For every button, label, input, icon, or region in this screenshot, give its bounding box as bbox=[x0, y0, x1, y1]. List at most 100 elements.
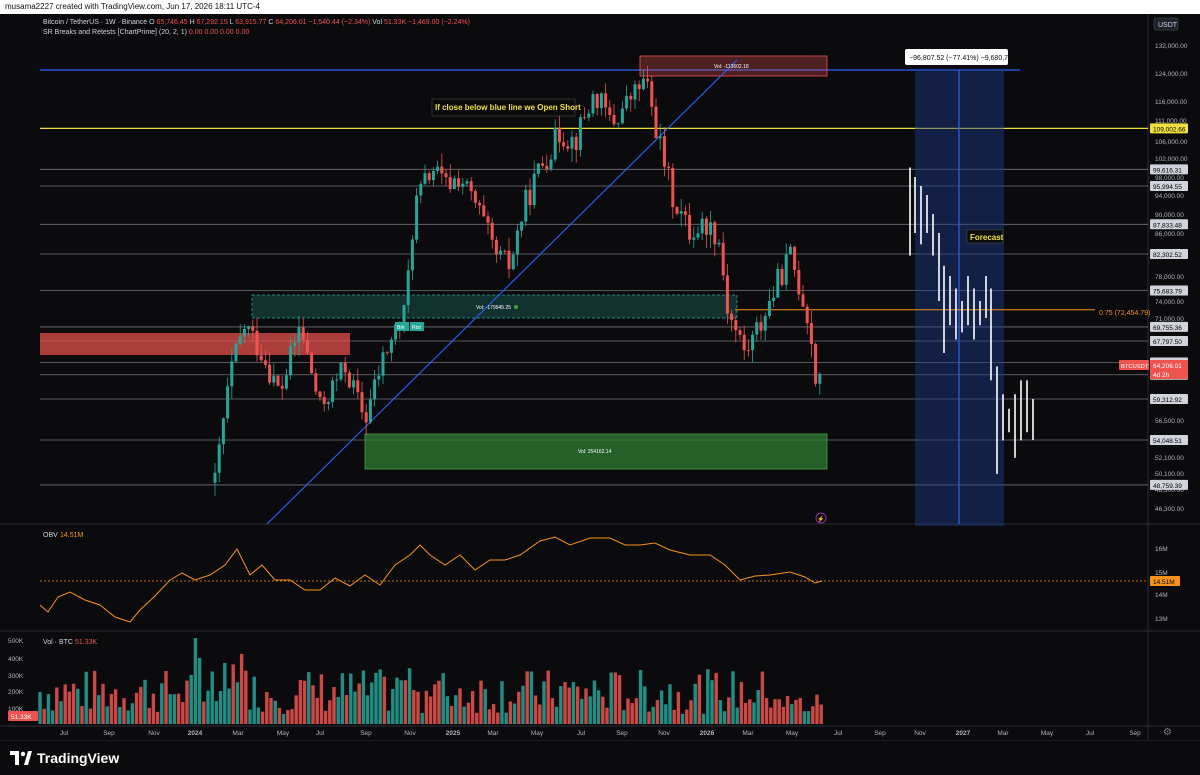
candle-body bbox=[305, 340, 309, 353]
volume-bar bbox=[781, 706, 786, 724]
legend-group: Bitcoin / TetherUS · 1W · Binance O 65,7… bbox=[43, 19, 470, 36]
volume-zone-bottom bbox=[364, 433, 828, 470]
currency-box[interactable] bbox=[1153, 17, 1179, 31]
candle-body bbox=[255, 330, 259, 356]
volume-bar bbox=[428, 696, 433, 724]
candle-body bbox=[755, 322, 759, 335]
candle-body bbox=[507, 250, 511, 270]
volume-bar bbox=[71, 683, 76, 724]
obv-tick-label: 14M bbox=[1155, 592, 1168, 599]
time-tick-label: 2027 bbox=[956, 730, 971, 737]
candle-body bbox=[709, 222, 713, 235]
legend-part: 67,292.15 bbox=[197, 19, 230, 26]
volume-bar bbox=[508, 701, 513, 724]
candle-body bbox=[263, 360, 267, 365]
candle-body bbox=[801, 294, 805, 307]
volume-bar bbox=[76, 688, 80, 724]
volume-bar bbox=[491, 703, 496, 724]
price-tick-label: 56,500.00 bbox=[1155, 418, 1184, 425]
volume-bar bbox=[731, 671, 735, 724]
legend-part: H bbox=[190, 19, 197, 26]
volume-bar bbox=[109, 693, 114, 724]
forecast-text: Forecast bbox=[970, 233, 1004, 242]
volume-bar bbox=[693, 683, 697, 724]
volume-bar bbox=[575, 686, 580, 724]
candle-body bbox=[289, 346, 293, 376]
candle-body bbox=[633, 84, 637, 100]
volume-title: Vol · BTC bbox=[43, 639, 73, 646]
candle-body bbox=[486, 216, 490, 223]
candle-body bbox=[339, 362, 343, 380]
vol-mid-label: Vol: -179945.25 bbox=[476, 305, 511, 311]
volume-bar bbox=[777, 699, 781, 724]
volume-bar bbox=[302, 680, 307, 724]
volume-bar bbox=[210, 671, 214, 724]
candle-body bbox=[221, 418, 225, 445]
volume-value: 51.33K bbox=[75, 639, 98, 646]
candle-body bbox=[599, 93, 603, 109]
candle-body bbox=[528, 189, 532, 206]
level-tag-text: 59,312.92 bbox=[1153, 397, 1182, 404]
volume-bar bbox=[743, 702, 748, 724]
candle-body bbox=[662, 136, 666, 167]
indicator-value: 0.00 bbox=[189, 29, 205, 36]
candle-body bbox=[478, 202, 482, 206]
settings-gear-icon[interactable]: ⚙ bbox=[1163, 727, 1172, 738]
volume-bar bbox=[567, 687, 571, 724]
volume-bar bbox=[122, 698, 126, 724]
short-note-box bbox=[431, 98, 576, 117]
obv-tick-label: 16M bbox=[1155, 546, 1168, 553]
volume-bar bbox=[172, 694, 177, 724]
volume-bar bbox=[294, 695, 298, 724]
volume-bar bbox=[244, 670, 248, 724]
volume-bar bbox=[63, 684, 67, 724]
short-note-text: If close below blue line we Open Short bbox=[435, 103, 581, 112]
candle-body bbox=[608, 107, 612, 115]
time-tick-label: Nov bbox=[148, 730, 160, 737]
candle-body bbox=[515, 230, 519, 255]
candle-body bbox=[520, 221, 524, 231]
legend-part: −1,540.44 (−2.34%) bbox=[308, 19, 372, 26]
volume-bar bbox=[584, 688, 588, 724]
tradingview-logo[interactable]: TradingView bbox=[10, 750, 119, 766]
time-tick-label: Jul bbox=[60, 730, 69, 737]
price-tick-label: 106,000.00 bbox=[1155, 139, 1188, 146]
indicator-line: SR Breaks and Retests [ChartPrime] (20, … bbox=[43, 29, 249, 36]
candle-body bbox=[368, 399, 372, 423]
time-tick-label: Sep bbox=[874, 730, 886, 737]
volume-bar bbox=[382, 676, 387, 724]
volume-bar bbox=[676, 692, 681, 724]
candle-body bbox=[692, 237, 696, 240]
current-price-text: 64,206.01 bbox=[1153, 363, 1182, 370]
candle-body bbox=[230, 361, 234, 387]
volume-bar bbox=[323, 710, 328, 724]
chart-canvas[interactable]: If close below blue line we Open Short Fo… bbox=[0, 14, 1200, 740]
obv-current-box bbox=[1150, 576, 1180, 586]
volume-bar bbox=[420, 713, 424, 724]
level-tag-text: 87,833.48 bbox=[1153, 222, 1182, 229]
forecast-bars-group bbox=[909, 167, 1034, 474]
break-label-box bbox=[395, 322, 409, 331]
volume-bar bbox=[231, 664, 235, 724]
candle-body bbox=[545, 165, 549, 170]
candle-body bbox=[427, 173, 431, 181]
candle-body bbox=[637, 84, 641, 90]
legend-part: −1,469.00 (−2.24%) bbox=[408, 19, 470, 26]
candle-body bbox=[347, 372, 351, 388]
time-tick-label: Nov bbox=[404, 730, 416, 737]
candle-body bbox=[566, 146, 570, 149]
volume-bar bbox=[97, 695, 101, 724]
candle-body bbox=[373, 379, 377, 400]
volume-bar bbox=[407, 668, 412, 724]
volume-bar bbox=[46, 694, 51, 724]
candle-body bbox=[331, 380, 335, 403]
candle-body bbox=[461, 183, 465, 187]
volume-bar bbox=[386, 710, 391, 724]
volume-bar bbox=[542, 681, 546, 724]
volume-bar bbox=[605, 707, 609, 724]
volume-bar bbox=[139, 686, 143, 724]
lightning-marker-icon[interactable] bbox=[815, 512, 827, 524]
volume-bar bbox=[155, 711, 160, 724]
volume-bar bbox=[504, 712, 508, 724]
candle-body bbox=[805, 306, 809, 324]
